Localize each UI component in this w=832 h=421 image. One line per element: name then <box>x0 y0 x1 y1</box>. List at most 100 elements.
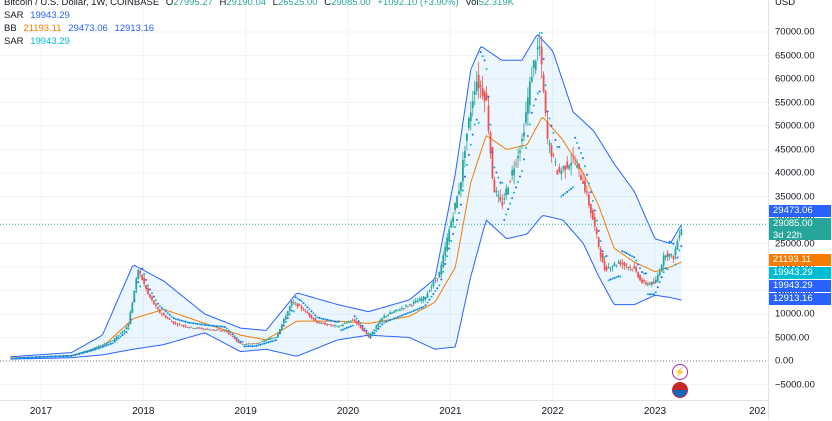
price-axis[interactable]: USD 70000.00 65000.00 60000.00 55000.00 5000… <box>768 0 832 420</box>
sar-dot <box>202 323 205 326</box>
price-tick-label: 25000.00 <box>775 238 815 249</box>
candle-body <box>194 328 197 329</box>
sar-dot <box>404 312 407 315</box>
candle-body <box>458 191 460 195</box>
currency-label: USD <box>775 0 796 8</box>
candle-body <box>363 329 366 332</box>
sar-dot <box>536 92 539 95</box>
candle-body <box>509 180 512 182</box>
sar-dot <box>97 347 100 350</box>
price-tick-label: −5000.00 <box>775 379 815 390</box>
candle-body <box>410 304 413 306</box>
candle-body <box>351 319 354 321</box>
candle-body <box>202 328 205 330</box>
sar-dot <box>426 301 429 304</box>
candle-body <box>385 315 388 317</box>
price-chart[interactable] <box>0 0 768 400</box>
sar-dot <box>133 299 136 302</box>
lightning-icon[interactable]: ⚡ <box>672 364 688 380</box>
candle-body <box>548 142 551 146</box>
sar-dot <box>190 322 193 325</box>
sar-dot <box>436 287 439 290</box>
sar-dot <box>395 316 398 319</box>
sar-dot <box>88 350 91 353</box>
sar-dot <box>511 197 514 200</box>
sar-dot <box>542 58 545 61</box>
sar-dot <box>273 339 276 342</box>
symbol-title[interactable]: Bitcoin / U.S. Dollar, 1W, COINBASE <box>4 0 160 8</box>
candle-body <box>353 319 356 322</box>
sar-dot <box>105 344 108 347</box>
sar-dot <box>290 309 293 312</box>
candle-body <box>375 325 378 330</box>
indicator-sar-2[interactable]: SAR 19943.29 <box>4 35 518 48</box>
sar-dot <box>418 307 421 310</box>
candle-body <box>178 323 181 325</box>
candle-body <box>95 346 98 348</box>
candle-body <box>125 327 128 330</box>
candle-body <box>300 306 303 309</box>
sar-dot <box>430 295 433 298</box>
sar-dot <box>396 316 399 319</box>
sar-dot <box>644 272 647 275</box>
sar-dot <box>361 325 364 328</box>
candle-body <box>227 332 230 335</box>
candle-body <box>208 329 210 331</box>
candle-body <box>635 267 638 272</box>
candle-body <box>489 132 492 154</box>
chart-area[interactable]: Bitcoin / U.S. Dollar, 1W, COINBASE O279… <box>0 0 768 400</box>
sar-dot <box>363 327 366 330</box>
sar-dot <box>678 249 681 252</box>
ohlc-row: Bitcoin / U.S. Dollar, 1W, COINBASE O279… <box>4 0 518 9</box>
sar-dot <box>459 203 462 206</box>
sar-dot <box>548 117 551 120</box>
candle-body <box>395 309 397 312</box>
candle-body <box>430 286 433 288</box>
sar-dot <box>255 344 258 347</box>
sar-dot <box>229 331 232 334</box>
candle-body <box>467 118 470 129</box>
candle-body <box>162 313 165 316</box>
candle-body <box>103 343 106 345</box>
sar-dot <box>158 305 161 308</box>
candle-body <box>97 345 100 347</box>
sar-dot <box>13 357 16 360</box>
candle-body <box>343 322 346 324</box>
sar-dot <box>501 181 504 184</box>
candle-body <box>176 324 179 326</box>
sar-dot <box>544 84 547 87</box>
candle-body <box>117 335 120 337</box>
sar-dot <box>617 275 620 278</box>
sar-dot <box>568 189 571 192</box>
sar-dot <box>611 277 614 280</box>
candle-body <box>379 320 382 324</box>
us-flag-icon[interactable] <box>672 382 688 398</box>
sar-dot <box>196 322 199 325</box>
candle-body <box>633 266 636 269</box>
candle-body <box>249 343 252 345</box>
sar-dot <box>335 321 338 324</box>
indicator-bb[interactable]: BB 21193.11 29473.06 12913.16 <box>4 22 518 35</box>
bb-lower-value: 12913.16 <box>114 23 155 34</box>
sar-dot <box>282 324 285 327</box>
candle-body <box>420 298 423 302</box>
sar-dot <box>263 342 266 345</box>
indicator-sar-1[interactable]: SAR 19943.29 <box>4 9 518 22</box>
sar-dot <box>603 256 606 259</box>
sar-dot <box>109 342 112 345</box>
time-axis[interactable]: 2017 2018 2019 2020 2021 2022 2023 202 <box>0 400 768 421</box>
open-label: O <box>165 0 174 8</box>
candle-body <box>294 303 297 305</box>
sar-dot <box>107 343 110 346</box>
sar-dot <box>251 345 254 348</box>
sar-dot <box>353 315 356 318</box>
candle-body <box>214 329 216 331</box>
sar-dot <box>28 356 31 359</box>
candle-body <box>473 91 476 95</box>
price-tick-label: 50000.00 <box>775 120 815 132</box>
sar-dot <box>477 121 480 124</box>
sar-dot <box>115 339 118 342</box>
high-value: 29190.04 <box>226 0 267 8</box>
candle-body <box>460 181 462 191</box>
candle-body <box>465 133 468 142</box>
